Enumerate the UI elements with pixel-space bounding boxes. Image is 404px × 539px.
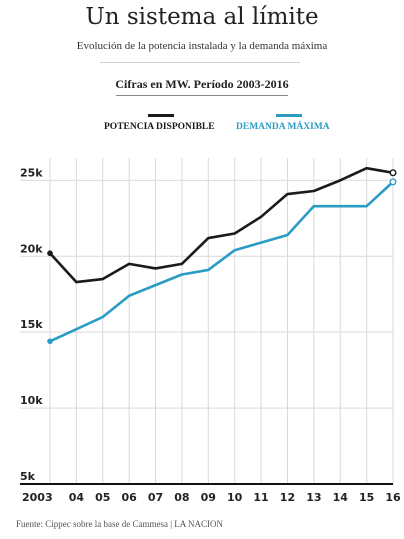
x-tick-label: 15 <box>359 491 374 504</box>
series-start-point <box>47 338 53 345</box>
title-divider <box>100 62 300 63</box>
series-end-point <box>389 169 397 177</box>
x-tick-label: 2003 <box>22 491 53 504</box>
legend-swatch-potencia <box>148 114 174 117</box>
x-tick-label: 13 <box>306 491 321 504</box>
x-tick-label: 04 <box>69 491 85 504</box>
series-start-point <box>47 250 53 257</box>
units-divider <box>116 95 288 96</box>
y-tick-label: 20k <box>20 242 43 255</box>
units-note: Cifras en MW. Período 2003-2016 <box>115 77 289 91</box>
x-tick-label: 10 <box>227 491 243 504</box>
x-tick-label: 07 <box>148 491 163 504</box>
x-tick-label: 05 <box>95 491 110 504</box>
series-end-point <box>389 178 397 186</box>
series-line-potencia <box>49 166 394 284</box>
legend-label-potencia: POTENCIA DISPONIBLE <box>104 122 215 132</box>
x-tick-label: 11 <box>253 491 268 504</box>
y-tick-label: 5k <box>20 470 36 483</box>
x-tick-label: 14 <box>333 491 349 504</box>
x-tick-label: 08 <box>174 491 189 504</box>
y-tick-label: 15k <box>20 318 43 331</box>
chart-subtitle: Evolución de la potencia instalada y la … <box>76 40 328 52</box>
y-tick-label: 10k <box>20 394 43 407</box>
series-line-demanda <box>49 180 394 343</box>
legend-swatch-demanda <box>276 114 302 117</box>
legend-label-demanda: DEMANDA MÁXIMA <box>236 122 330 132</box>
x-tick-label: 12 <box>280 491 295 504</box>
y-tick-label: 25k <box>20 166 43 179</box>
x-tick-label: 06 <box>121 491 137 504</box>
chart-title: Un sistema al límite <box>85 4 319 30</box>
x-tick-label: 09 <box>201 491 216 504</box>
source-note: Fuente: Cippec sobre la base de Cammesa … <box>16 519 224 529</box>
x-tick-label: 16 <box>385 491 401 504</box>
